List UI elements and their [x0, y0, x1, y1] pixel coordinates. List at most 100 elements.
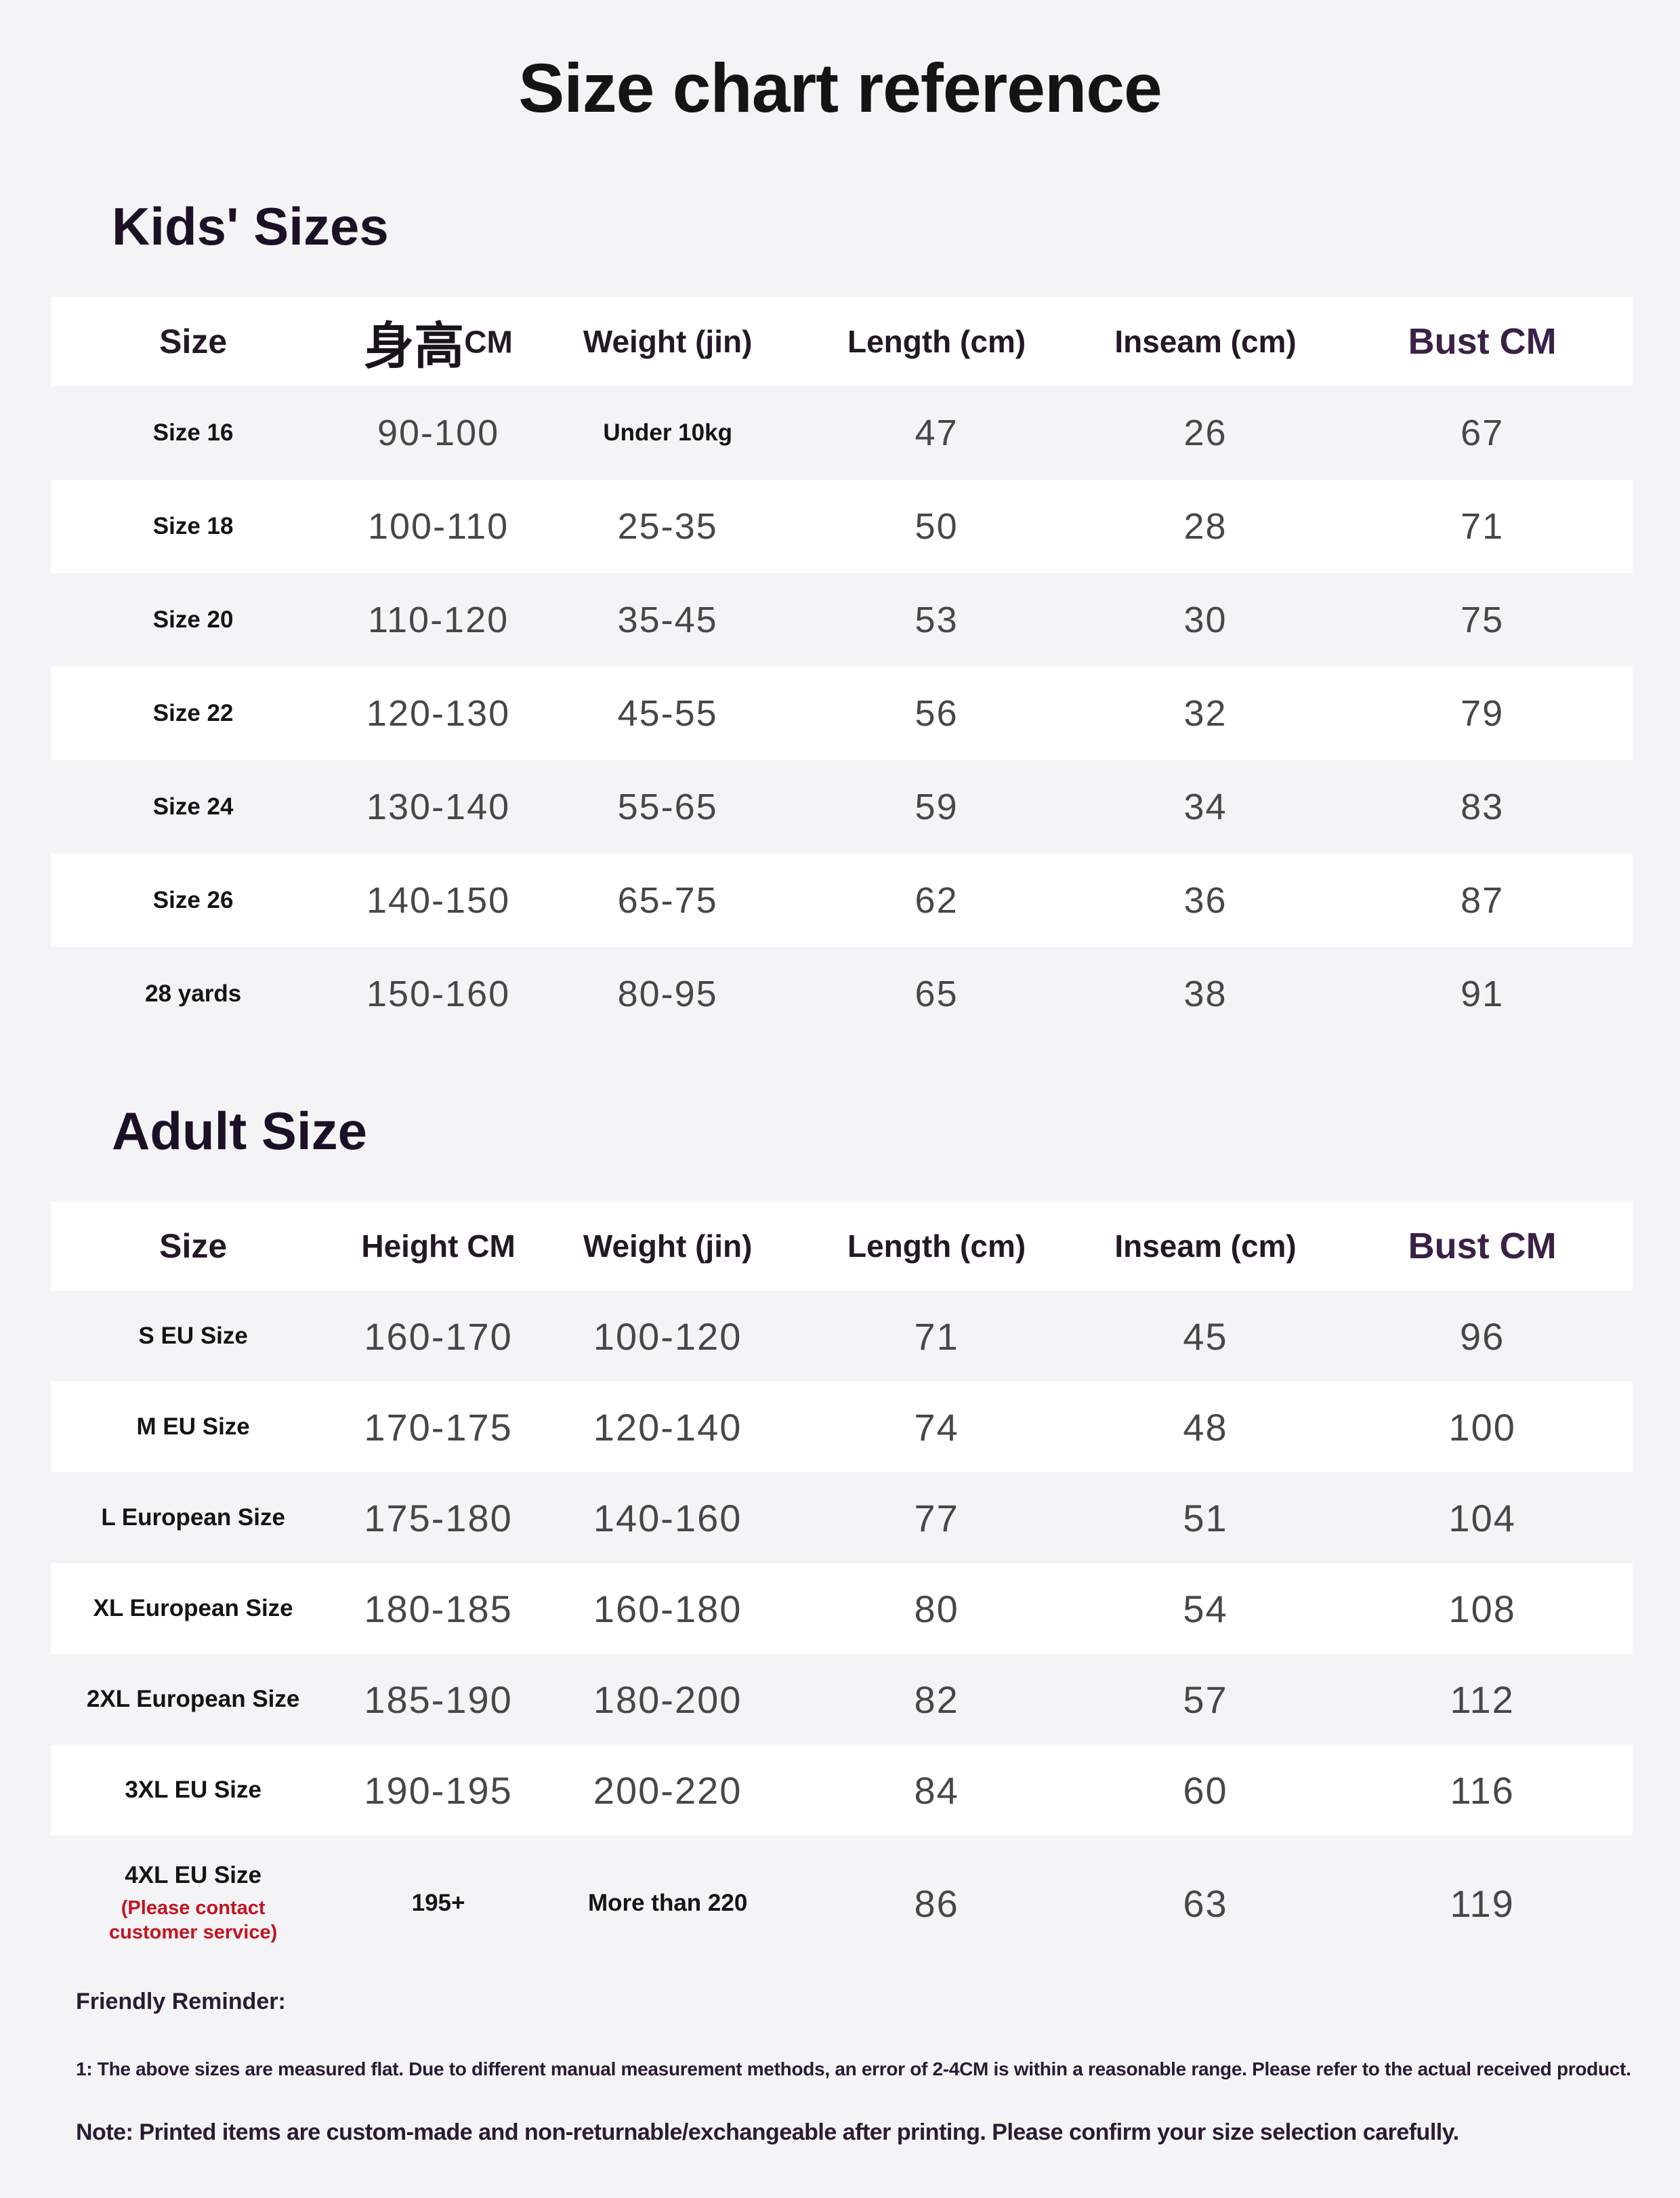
height-value: 195+	[411, 1890, 465, 1916]
inseam-value: 63	[1183, 1882, 1228, 1925]
table-row: S EU Size 160-170 100-120 71 45 96	[51, 1291, 1633, 1382]
length-cell: 77	[794, 1496, 1078, 1540]
size-value: S EU Size	[138, 1323, 248, 1349]
length-cell: 84	[794, 1768, 1078, 1812]
weight-value: 200-220	[593, 1768, 742, 1812]
weight-cell: 55-65	[541, 786, 795, 828]
weight-cell: 140-160	[541, 1496, 795, 1540]
length-value: 62	[915, 880, 959, 921]
weight-cell: 180-200	[541, 1678, 795, 1722]
weight-cell: 80-95	[541, 973, 795, 1015]
column-header-weight: Weight (jin)	[583, 1228, 753, 1264]
size-value: Size 20	[152, 606, 234, 633]
weight-cell: More than 220	[541, 1890, 795, 1917]
size-value: L European Size	[101, 1504, 285, 1531]
weight-value: 25-35	[617, 506, 718, 547]
weight-value: More than 220	[587, 1890, 748, 1916]
adult-table-body: S EU Size 160-170 100-120 71 45 96 M EU Size 17…	[51, 1291, 1633, 1971]
inseam-cell: 36	[1079, 879, 1332, 921]
bust-cell: 91	[1332, 973, 1633, 1015]
length-cell: 65	[794, 973, 1078, 1015]
height-value: 100-110	[367, 506, 509, 547]
bust-value: 96	[1460, 1314, 1505, 1358]
weight-value: Under 10kg	[603, 419, 732, 446]
bust-cell: 104	[1332, 1496, 1633, 1540]
inseam-cell: 30	[1079, 599, 1332, 641]
length-cell: 86	[794, 1882, 1078, 1926]
table-row: Size 22 120-130 45-55 56 32 79	[51, 667, 1633, 760]
size-cell: Size 18	[51, 513, 335, 540]
inseam-cell: 48	[1079, 1405, 1332, 1449]
height-cell: 150-160	[335, 973, 541, 1015]
kids-table-body: Size 16 90-100 Under 10kg 47 26 67 Size 18 100-…	[51, 386, 1633, 1041]
length-value: 77	[914, 1496, 959, 1539]
column-header-inseam: Inseam (cm)	[1114, 324, 1297, 359]
length-value: 56	[915, 693, 959, 734]
length-value: 71	[914, 1314, 959, 1358]
height-value: 140-150	[366, 880, 511, 921]
weight-value: 160-180	[593, 1587, 742, 1630]
weight-cell: 200-220	[541, 1768, 795, 1812]
length-cell: 53	[794, 599, 1078, 641]
weight-cell: 65-75	[541, 879, 795, 921]
weight-cell: 160-180	[541, 1587, 795, 1631]
height-value: 110-120	[367, 600, 509, 640]
length-value: 50	[915, 506, 959, 547]
size-value: XL European Size	[93, 1595, 293, 1621]
bust-value: 100	[1448, 1405, 1516, 1449]
length-cell: 80	[794, 1587, 1078, 1631]
size-value: Size 18	[152, 513, 234, 539]
height-cell: 190-195	[335, 1768, 541, 1812]
length-cell: 82	[794, 1678, 1078, 1722]
length-cell: 47	[794, 412, 1078, 454]
height-cell: 90-100	[335, 412, 541, 454]
height-value: 150-160	[366, 974, 511, 1014]
adult-heading: Adult Size	[112, 1101, 368, 1161]
inseam-value: 51	[1183, 1496, 1228, 1539]
length-cell: 50	[794, 505, 1078, 547]
height-cell: 195+	[335, 1890, 541, 1917]
inseam-cell: 63	[1079, 1882, 1332, 1926]
height-value: 130-140	[366, 787, 511, 827]
height-cell: 185-190	[335, 1678, 541, 1722]
size-value: 2XL European Size	[86, 1686, 300, 1712]
inseam-cell: 34	[1079, 786, 1332, 828]
column-header-bust: Bust CM	[1408, 321, 1557, 362]
length-cell: 71	[794, 1314, 1078, 1359]
size-cell: XL European Size	[51, 1595, 335, 1622]
inseam-cell: 38	[1079, 973, 1332, 1015]
inseam-value: 54	[1183, 1587, 1228, 1630]
bust-value: 104	[1448, 1496, 1516, 1539]
weight-cell: 45-55	[541, 692, 795, 734]
bust-cell: 96	[1332, 1314, 1633, 1359]
size-cell: 3XL EU Size	[51, 1777, 335, 1804]
bust-value: 112	[1450, 1678, 1515, 1721]
height-value: 175-180	[364, 1496, 513, 1539]
table-row: Size 26 140-150 65-75 62 36 87	[51, 854, 1633, 947]
column-header-size: Size	[159, 1227, 228, 1265]
weight-value: 80-95	[617, 974, 718, 1014]
length-cell: 59	[794, 786, 1078, 828]
bust-cell: 108	[1332, 1587, 1633, 1631]
inseam-value: 34	[1183, 787, 1227, 827]
size-cell: 28 yards	[51, 980, 335, 1008]
bust-value: 79	[1461, 693, 1505, 734]
weight-value: 45-55	[617, 693, 718, 734]
height-value: 185-190	[364, 1678, 513, 1721]
bust-value: 83	[1461, 787, 1505, 827]
table-row: Size 18 100-110 25-35 50 28 71	[51, 480, 1633, 573]
bust-cell: 100	[1332, 1405, 1633, 1449]
column-header-height: 身高CM	[335, 306, 541, 378]
height-cell: 160-170	[335, 1314, 541, 1359]
contact-customer-service-note: (Please contact customer service)	[109, 1896, 278, 1943]
length-value: 84	[914, 1768, 959, 1812]
length-value: 86	[914, 1882, 959, 1925]
inseam-cell: 54	[1079, 1587, 1332, 1631]
bust-cell: 83	[1332, 786, 1633, 828]
adult-size-table: Size Height CM Weight (jin) Length (cm) …	[51, 1201, 1633, 1971]
inseam-value: 26	[1183, 413, 1227, 453]
size-value: 4XL EU Size	[125, 1861, 261, 1888]
height-cn-label: 身高	[364, 317, 465, 374]
size-value: 28 yards	[145, 980, 242, 1007]
length-value: 65	[915, 974, 959, 1014]
